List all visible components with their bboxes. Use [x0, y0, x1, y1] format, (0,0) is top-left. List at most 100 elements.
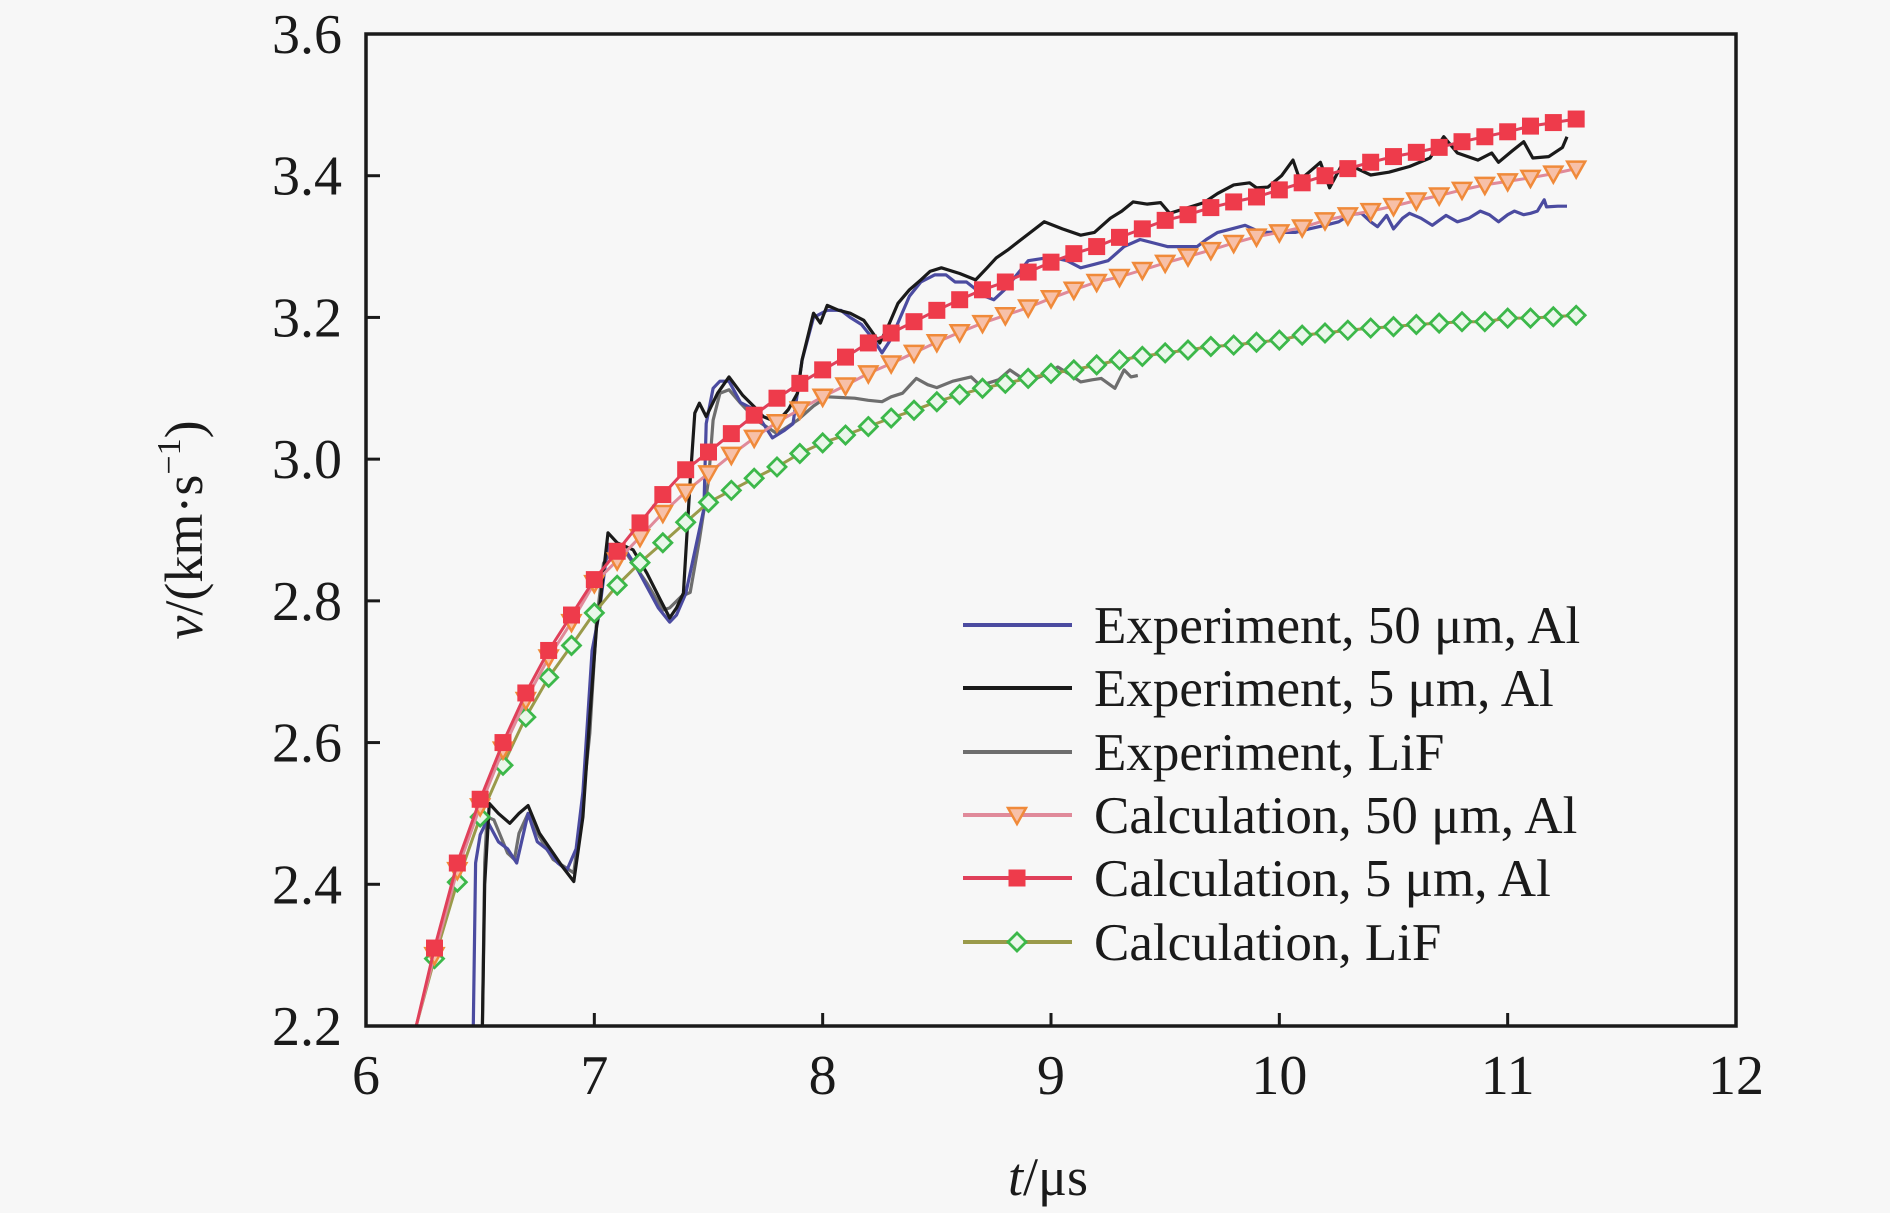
- legend-item: Calculation, LiF: [963, 914, 1441, 972]
- data-point: [1177, 339, 1199, 362]
- data-point: [905, 313, 923, 331]
- data-point: [1291, 219, 1314, 239]
- data-point: [1407, 143, 1425, 161]
- data-point: [745, 406, 763, 424]
- data-point: [834, 377, 857, 398]
- y-tick-label: 2.8: [272, 571, 342, 633]
- data-point: [903, 399, 925, 422]
- legend-label: Calculation, LiF: [1094, 914, 1441, 972]
- data-point: [1131, 261, 1154, 282]
- data-point: [925, 333, 948, 354]
- data-point: [1222, 234, 1245, 255]
- data-point: [1496, 307, 1519, 330]
- legend-label: Experiment, 5 μm, Al: [1094, 660, 1554, 718]
- data-point: [1222, 334, 1245, 357]
- data-point: [766, 455, 788, 478]
- data-point: [1359, 202, 1382, 223]
- data-point: [1019, 263, 1037, 281]
- y-tick-label: 3.2: [272, 287, 342, 349]
- legend-marker: [1005, 806, 1029, 827]
- data-point: [1062, 358, 1085, 381]
- data-point: [971, 314, 994, 335]
- data-point: [722, 425, 740, 443]
- y-tick-label: 3.0: [272, 429, 342, 491]
- legend-label: Experiment, LiF: [1094, 724, 1444, 782]
- legend-item: Experiment, LiF: [963, 724, 1444, 782]
- data-point: [1496, 173, 1519, 193]
- y-axis-unit-sup: −1: [151, 438, 188, 474]
- data-point: [560, 634, 583, 657]
- data-point: [1314, 322, 1336, 344]
- data-point: [811, 431, 834, 454]
- data-point: [1428, 312, 1451, 335]
- data-point: [563, 606, 580, 624]
- legend-item: Experiment, 50 μm, Al: [963, 597, 1580, 655]
- data-point: [1313, 212, 1337, 232]
- x-tick-label: 8: [809, 1045, 837, 1107]
- data-point: [948, 324, 971, 344]
- data-point: [902, 344, 926, 365]
- y-tick-label: 3.4: [272, 146, 342, 208]
- data-point: [994, 307, 1017, 327]
- data-point: [743, 429, 766, 450]
- y-axis-unit: /(km·s: [154, 475, 214, 616]
- data-point: [1111, 228, 1128, 246]
- data-point: [880, 355, 903, 376]
- data-point: [1154, 254, 1177, 275]
- data-point: [1199, 335, 1222, 358]
- data-point: [857, 365, 880, 385]
- data-point: [788, 442, 811, 465]
- data-point: [1405, 313, 1428, 336]
- data-point: [517, 684, 535, 702]
- x-tick-label: 9: [1037, 1045, 1065, 1107]
- data-point: [540, 641, 558, 659]
- data-point: [1225, 193, 1243, 211]
- data-point: [1245, 228, 1268, 249]
- data-point: [1176, 248, 1200, 269]
- x-tick-label: 11: [1481, 1045, 1535, 1107]
- data-point: [880, 407, 903, 430]
- data-point: [1336, 207, 1359, 227]
- data-point: [928, 301, 946, 319]
- data-point: [1088, 238, 1106, 256]
- data-point: [1565, 304, 1588, 327]
- x-axis-unit: /μs: [1023, 1147, 1088, 1207]
- data-point: [606, 574, 629, 597]
- data-point: [1108, 268, 1131, 289]
- data-point: [1108, 348, 1131, 371]
- data-point: [585, 571, 603, 589]
- data-point: [1519, 169, 1542, 190]
- data-point: [583, 601, 606, 624]
- data-point: [1382, 197, 1405, 218]
- series-line: [414, 117, 1577, 1026]
- data-point: [471, 790, 489, 808]
- data-point: [743, 467, 766, 490]
- x-tick-label: 12: [1708, 1045, 1764, 1107]
- data-point: [951, 291, 969, 309]
- legend-item: Experiment, 5 μm, Al: [963, 660, 1554, 718]
- data-point: [1565, 160, 1588, 181]
- y-axis-ticks: 2.2 2.4 2.6 2.8 3.0 3.2 3.4 3.6: [272, 4, 380, 1058]
- data-point: [1542, 305, 1565, 328]
- data-point: [697, 465, 720, 485]
- data-point: [859, 334, 877, 352]
- data-point: [1336, 319, 1359, 342]
- data-point: [608, 542, 626, 560]
- legend-item: Calculation, 5 μm, Al: [963, 850, 1551, 908]
- data-point: [1542, 165, 1565, 186]
- data-point: [651, 531, 674, 554]
- data-point: [1062, 281, 1085, 302]
- data-point: [1430, 138, 1448, 156]
- legend-label: Calculation, 50 μm, Al: [1094, 787, 1577, 845]
- data-point: [1270, 181, 1288, 199]
- series-line: [414, 167, 1577, 1026]
- y-axis-var: v: [154, 616, 214, 640]
- data-point: [631, 514, 649, 532]
- series-line: [414, 313, 1577, 1026]
- data-point: [811, 388, 834, 409]
- data-point: [426, 939, 443, 957]
- data-point: [1085, 273, 1108, 294]
